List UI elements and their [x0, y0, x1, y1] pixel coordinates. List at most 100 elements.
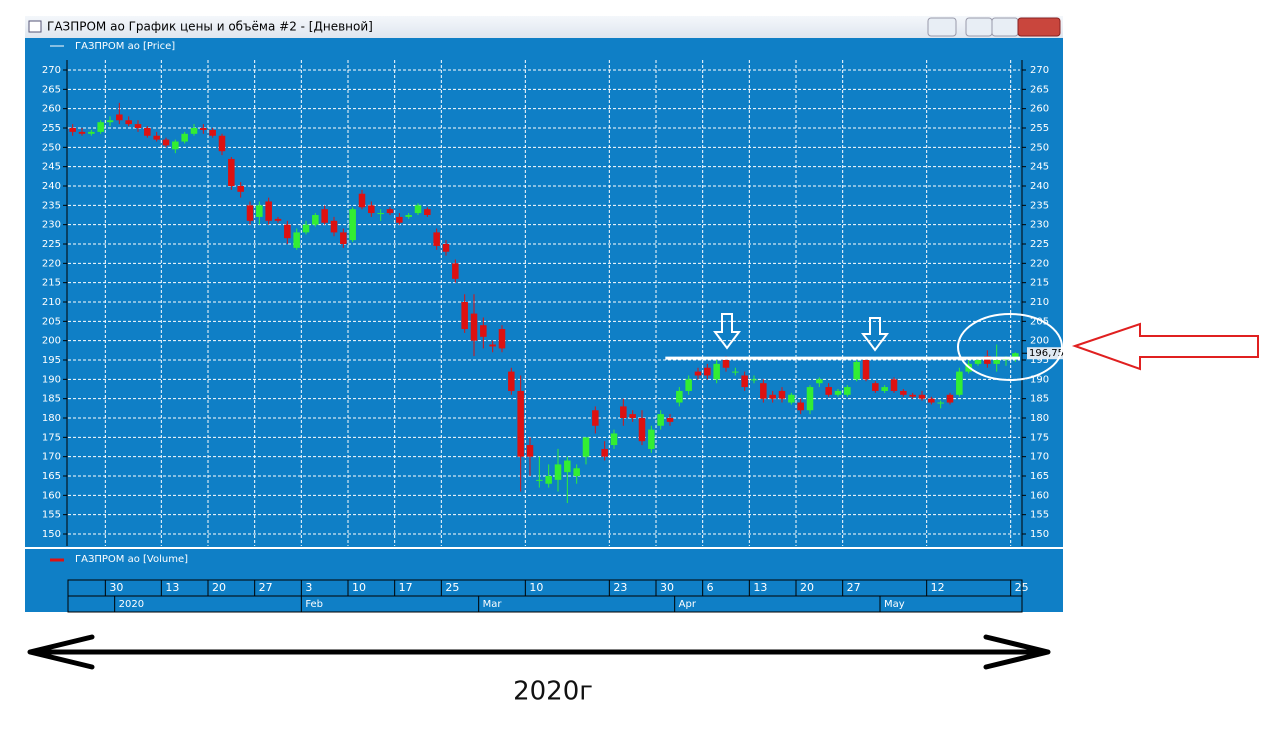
y-tick-label: 175 [1030, 432, 1049, 443]
y-tick-label: 225 [1030, 239, 1049, 250]
window-title: ГАЗПРОМ ао График цены и объёма #2 - [Дн… [47, 20, 373, 34]
y-tick-label: 185 [42, 394, 61, 405]
candle-body [732, 371, 739, 373]
candle-body [769, 394, 776, 399]
candle-body [162, 139, 170, 146]
candle-body [452, 263, 459, 279]
y-tick-label: 265 [42, 84, 61, 95]
candle-body [657, 414, 664, 426]
y-tick-label: 235 [42, 200, 61, 211]
candle-body [228, 158, 235, 186]
y-tick-label: 195 [1030, 355, 1049, 366]
candle-body [610, 433, 618, 446]
candle-body [414, 205, 422, 214]
candle-body [564, 460, 571, 473]
y-tick-label: 245 [1030, 162, 1049, 173]
candle-body [722, 360, 730, 368]
month-label: Apr [679, 599, 697, 610]
pin-button[interactable] [927, 17, 957, 37]
candle-body [144, 128, 151, 136]
y-tick-label: 155 [42, 510, 61, 521]
candle-body [620, 406, 627, 418]
x-tick-label: 25 [1015, 581, 1029, 594]
candle-body [153, 135, 160, 140]
x-tick-label: 30 [109, 581, 123, 594]
volume-legend: ГАЗПРОМ ао [Volume] [75, 554, 188, 565]
candle-body [480, 325, 487, 337]
y-tick-label: 165 [42, 471, 61, 482]
candle-body [405, 215, 412, 217]
y-tick-label: 215 [42, 278, 61, 289]
y-tick-label: 180 [1030, 413, 1049, 424]
candle-body [172, 141, 179, 150]
candle-body [974, 360, 982, 364]
window-icon [28, 20, 42, 33]
candle-body [265, 201, 272, 221]
candle-body [676, 390, 683, 403]
y-tick-label: 200 [42, 336, 61, 347]
y-tick-label: 155 [1030, 510, 1049, 521]
y-tick-label: 175 [42, 432, 61, 443]
candle-body [900, 390, 907, 395]
y-tick-label: 170 [42, 452, 61, 463]
candle-body [984, 356, 991, 364]
candle-body [573, 468, 580, 476]
x-tick-label: 27 [259, 581, 273, 594]
y-tick-label: 235 [1030, 200, 1049, 211]
y-tick-label: 210 [42, 297, 61, 308]
x-tick-label: 13 [165, 581, 179, 594]
candle-body [97, 122, 104, 132]
price-legend: ГАЗПРОМ ао [Price] [75, 41, 175, 52]
candle-body [321, 209, 328, 223]
down-arrow [861, 317, 889, 352]
candle-body [741, 375, 748, 388]
y-tick-label: 270 [1030, 65, 1049, 76]
candle-body [582, 437, 590, 457]
candle-body [209, 129, 216, 136]
year-label: 2020г [513, 677, 593, 707]
candle-body [946, 394, 954, 403]
candle-body [797, 402, 804, 411]
candle-body [293, 232, 300, 248]
y-tick-label: 150 [42, 529, 61, 540]
last-price-label: 196,75 [1029, 348, 1064, 359]
close-button[interactable] [1017, 17, 1061, 37]
y-tick-label: 230 [1030, 220, 1049, 231]
x-tick-label: 6 [707, 581, 714, 594]
y-tick-label: 270 [42, 65, 61, 76]
candle-body [909, 394, 916, 397]
title-bar [25, 16, 1063, 38]
y-tick-label: 260 [42, 104, 61, 115]
candle-body [116, 114, 123, 121]
candle-body [526, 445, 534, 457]
candle-body [69, 128, 76, 132]
y-tick-label: 180 [42, 413, 61, 424]
minimize-button[interactable] [965, 17, 993, 37]
x-tick-label: 23 [613, 581, 627, 594]
candle-body [88, 131, 95, 134]
candle-body [704, 367, 711, 376]
plot: 150 150 155 155 160 160 165 165 170 170 175 175 180 1… [42, 60, 1064, 612]
candle-body [349, 209, 356, 241]
month-label: Feb [305, 599, 323, 610]
candle-body [862, 360, 870, 380]
maximize-button[interactable] [991, 17, 1019, 37]
month-label: 2020 [119, 599, 144, 610]
candle-body [816, 379, 823, 384]
candle-body [694, 371, 702, 376]
y-tick-label: 160 [1030, 490, 1049, 501]
candle-body [629, 414, 636, 418]
y-tick-label: 190 [42, 374, 61, 385]
y-tick-label: 220 [1030, 258, 1049, 269]
candle-body [340, 232, 347, 244]
candle-body [424, 209, 431, 215]
candle-body [302, 224, 310, 233]
x-tick-label: 10 [529, 581, 543, 594]
candle-body [545, 476, 552, 484]
candle-body [386, 209, 394, 214]
y-tick-label: 160 [42, 490, 61, 501]
y-tick-label: 245 [42, 162, 61, 173]
x-tick-label: 17 [399, 581, 413, 594]
